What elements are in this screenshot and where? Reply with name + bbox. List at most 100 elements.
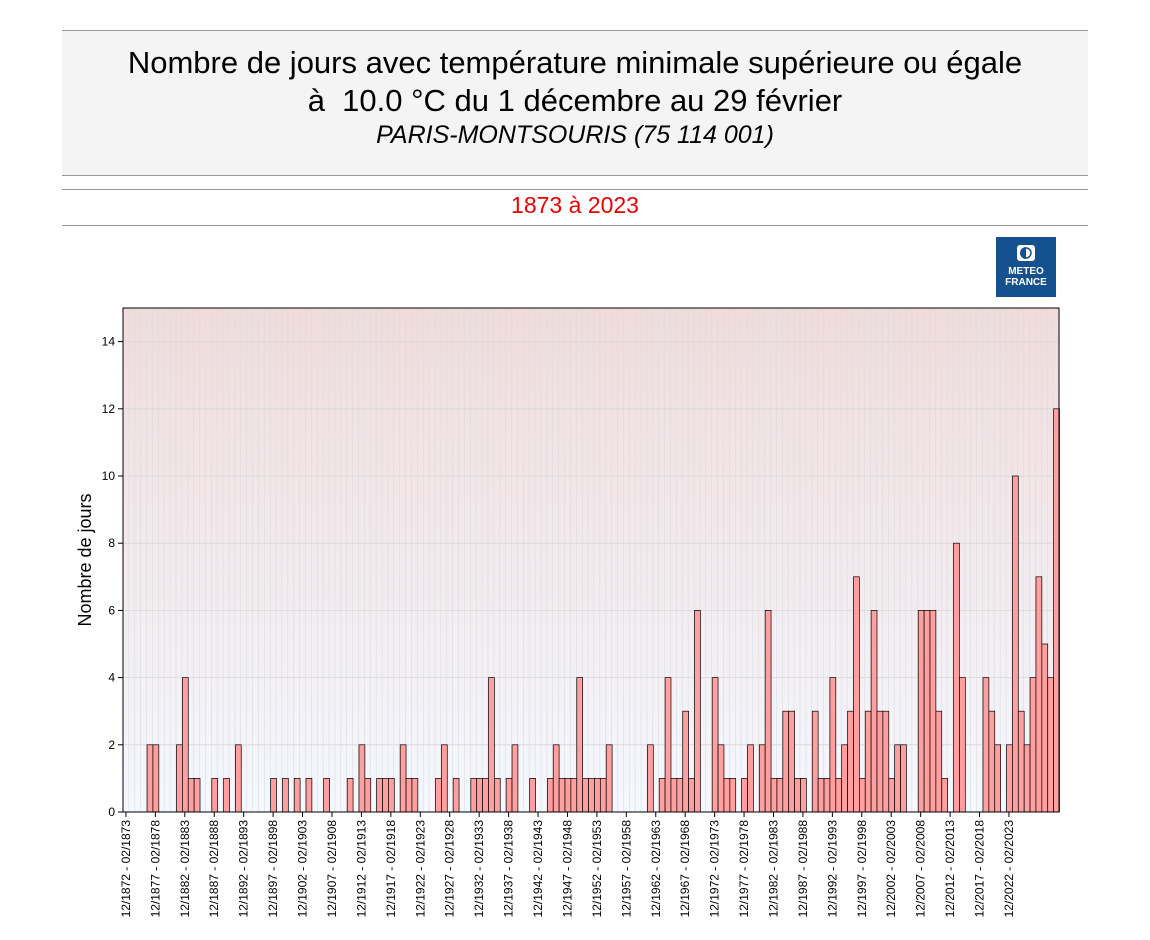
logo-text: METEO FRANCE — [1005, 266, 1047, 288]
bar-season-1946 — [552, 744, 560, 813]
bar-season-1976 — [729, 778, 737, 813]
bar-season-1929 — [452, 778, 460, 813]
bar-season-2023 — [1006, 744, 1013, 813]
x-tick-label: 12/1957 - 02/1958 — [619, 820, 633, 918]
bar-season-1966 — [670, 778, 678, 813]
x-tick-label: 12/2002 - 02/2003 — [884, 820, 898, 918]
bar-season-2027 — [1029, 677, 1037, 813]
divider-bottom — [62, 225, 1088, 226]
chart-title-line-1: Nombre de jours avec température minimal… — [127, 45, 1023, 80]
bar-season-1950 — [576, 677, 584, 813]
plot-area — [123, 308, 1059, 812]
bar-season-1898 — [270, 778, 277, 813]
bar-season-1986 — [788, 710, 795, 813]
bar-season-2029 — [1041, 643, 1049, 813]
bar-season-1968 — [682, 710, 689, 813]
x-tick-label: 12/1967 - 02/1968 — [678, 820, 692, 918]
x-tick-label: 12/1962 - 02/1963 — [649, 820, 663, 918]
bar-season-1988 — [800, 778, 807, 813]
bar-season-2003 — [888, 778, 896, 813]
y-tick-label: 4 — [108, 671, 115, 685]
bar-season-1973 — [711, 677, 719, 813]
x-tick-label: 12/1937 - 02/1938 — [502, 820, 516, 918]
bar-season-1885 — [193, 778, 201, 813]
y-tick-label: 14 — [102, 335, 116, 349]
bar-season-1892 — [234, 744, 242, 813]
bar-season-1965 — [664, 677, 672, 813]
bar-season-1974 — [717, 744, 725, 813]
y-tick-label: 6 — [108, 603, 115, 617]
x-tick-label: 12/1982 - 02/1983 — [766, 820, 780, 918]
bar-season-1918 — [388, 778, 395, 813]
bar-season-1970 — [694, 610, 701, 813]
bar-season-2028 — [1035, 576, 1043, 813]
bar-season-1967 — [676, 778, 684, 813]
bar-season-2025 — [1017, 710, 1025, 813]
plot-frame — [122, 307, 1060, 813]
bar-season-1914 — [364, 778, 372, 813]
bar-season-2010 — [929, 610, 937, 813]
x-tick-label: 12/1902 - 02/1903 — [296, 820, 310, 918]
bar-season-1934 — [482, 778, 489, 813]
bar-season-1907 — [323, 778, 330, 813]
bar-season-1904 — [305, 778, 313, 813]
bar-season-1927 — [441, 744, 448, 813]
x-tick-label: 12/1972 - 02/1973 — [708, 820, 722, 918]
bar-season-1997 — [853, 576, 860, 813]
y-tick-label: 10 — [102, 469, 116, 483]
bar-season-1945 — [546, 778, 554, 813]
bar-season-2012 — [941, 778, 949, 813]
bar-season-1982 — [764, 610, 772, 813]
x-tick-label: 12/1977 - 02/1978 — [737, 820, 751, 918]
bar-season-2015 — [959, 677, 966, 813]
bar-season-2009 — [923, 610, 931, 813]
x-tick-label: 12/1942 - 02/1943 — [531, 820, 545, 918]
x-tick-label: 12/1917 - 02/1918 — [384, 820, 398, 918]
bar-season-2021 — [994, 744, 1001, 813]
y-tick-label: 12 — [102, 402, 116, 416]
bar-season-2004 — [894, 744, 901, 813]
bar-season-2000 — [870, 610, 878, 813]
bar-season-1985 — [782, 710, 790, 813]
bar-season-1969 — [688, 778, 695, 813]
bar-season-1920 — [399, 744, 407, 813]
y-tick-label: 8 — [108, 536, 115, 550]
bar-season-1921 — [405, 778, 413, 813]
x-tick-label: 12/1912 - 02/1913 — [354, 820, 368, 918]
x-tick-label: 12/1952 - 02/1953 — [590, 820, 604, 918]
bar-season-1877 — [146, 744, 154, 813]
bar-season-1999 — [864, 710, 872, 813]
x-tick-label: 12/1947 - 02/1948 — [560, 820, 574, 918]
bar-season-1975 — [723, 778, 731, 813]
bar-season-1952 — [588, 778, 595, 813]
bar-season-1984 — [776, 778, 784, 813]
x-tick-label: 12/1872 - 02/1873 — [119, 820, 133, 918]
bar-season-1916 — [376, 778, 383, 813]
bar-season-1878 — [152, 744, 160, 813]
bar-season-1987 — [794, 778, 801, 813]
bar-season-2020 — [988, 710, 996, 813]
bar-season-1998 — [858, 778, 866, 813]
station-name: PARIS-MONTSOURIS (75 114 001) — [376, 121, 774, 149]
bar-season-1955 — [605, 744, 613, 813]
bar-season-1884 — [187, 778, 195, 813]
bar-season-1922 — [411, 778, 419, 813]
x-tick-label: 12/1892 - 02/1893 — [237, 820, 251, 918]
horizontal-gridlines — [123, 341, 1059, 746]
x-tick-label: 12/1927 - 02/1928 — [443, 820, 457, 918]
bar-season-1882 — [176, 744, 183, 813]
x-tick-label: 12/1897 - 02/1898 — [266, 820, 280, 918]
bar-season-1983 — [770, 778, 778, 813]
bar-season-2011 — [935, 710, 943, 813]
bar-season-1990 — [811, 710, 819, 813]
bar-season-2019 — [982, 677, 990, 813]
x-tick-label: 12/1922 - 02/1923 — [413, 820, 427, 918]
bar-season-2008 — [917, 610, 925, 813]
x-tick-label: 12/2012 - 02/2013 — [943, 820, 957, 918]
bar-season-1932 — [470, 778, 478, 813]
x-tick-label: 12/1887 - 02/1888 — [207, 820, 221, 918]
bar-season-1883 — [182, 677, 189, 813]
bar-season-1994 — [835, 778, 843, 813]
x-tick-label: 12/2007 - 02/2008 — [914, 820, 928, 918]
